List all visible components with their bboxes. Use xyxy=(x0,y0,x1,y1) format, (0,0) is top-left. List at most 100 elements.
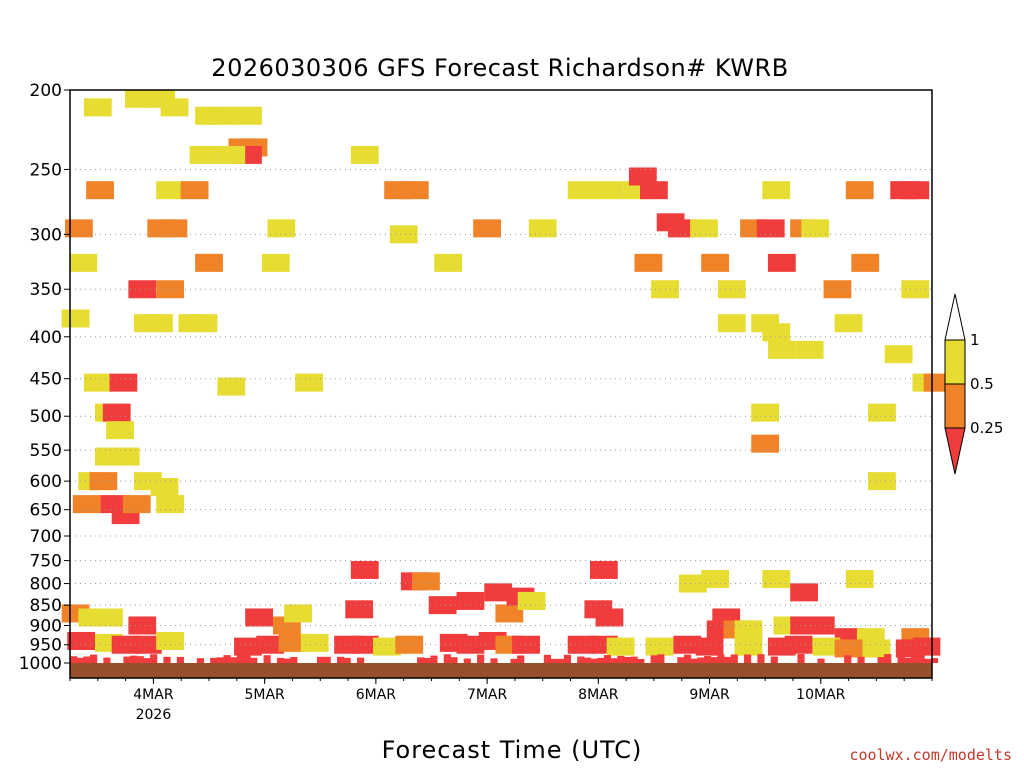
ri-cell xyxy=(234,637,262,656)
surface-cell xyxy=(844,655,852,663)
y-tick-label: 600 xyxy=(30,472,62,492)
y-tick-label: 450 xyxy=(30,370,62,390)
surface-cell xyxy=(343,657,351,663)
x-tick-label: 5MAR xyxy=(244,687,285,703)
ri-cell xyxy=(278,633,307,652)
ri-cell xyxy=(762,570,791,589)
y-tick-label: 700 xyxy=(30,527,62,547)
ri-cell xyxy=(83,373,112,392)
y-tick-label: 850 xyxy=(30,596,62,616)
colorbar-label-0.5: 0.5 xyxy=(970,375,994,393)
richardson-cells xyxy=(61,89,952,663)
colorbar-label-0.25: 0.25 xyxy=(970,419,1003,437)
surface-cell xyxy=(744,654,752,663)
ri-cell xyxy=(690,219,718,238)
surface-cell xyxy=(430,655,438,663)
surface-cell xyxy=(243,654,251,663)
plot-frame xyxy=(69,89,933,679)
ri-cell xyxy=(389,225,418,244)
surface-cell xyxy=(583,657,592,663)
surface-cell xyxy=(210,657,218,663)
ri-cell xyxy=(673,635,702,654)
surface-cell xyxy=(463,658,471,663)
x-tick-sublabel: 2026 xyxy=(136,707,172,723)
ri-cell xyxy=(109,373,138,392)
ri-cell xyxy=(284,604,312,623)
ri-cell xyxy=(595,181,624,200)
y-tick-label: 300 xyxy=(30,225,62,245)
surface-cell xyxy=(103,657,111,663)
ri-cell xyxy=(834,314,863,333)
surface-cell xyxy=(577,656,585,663)
surface-cell xyxy=(550,658,558,663)
ri-cell xyxy=(473,219,501,238)
surface-cell xyxy=(450,657,458,663)
ri-cell xyxy=(67,631,96,650)
surface-cell xyxy=(323,656,331,663)
surface-cell xyxy=(543,654,551,663)
surface-cell xyxy=(717,654,725,663)
surface-cell xyxy=(517,655,525,663)
ri-cell xyxy=(762,323,791,342)
surface-cell xyxy=(76,657,84,663)
plot-area xyxy=(61,89,952,679)
ri-cell xyxy=(868,403,896,422)
surface-cell xyxy=(290,656,298,663)
ri-cell xyxy=(645,637,674,656)
surface-cell xyxy=(610,658,618,663)
surface-cell xyxy=(83,656,91,663)
ri-cell xyxy=(83,98,112,117)
surface-cell xyxy=(557,658,565,663)
ri-cell xyxy=(734,620,763,639)
ri-cell xyxy=(300,633,329,652)
ri-cell xyxy=(790,583,818,602)
ri-cell xyxy=(701,253,730,272)
colorbar-bottom-triangle xyxy=(944,427,966,475)
x-tick-label: 8MAR xyxy=(578,687,619,703)
ri-cell xyxy=(350,145,379,164)
ri-cell xyxy=(111,447,140,466)
surface-cell xyxy=(236,654,245,663)
ri-cell xyxy=(717,280,746,299)
credit-text: coolwx.com/modelts xyxy=(849,746,1012,764)
ri-cell xyxy=(72,495,101,514)
surface-cell xyxy=(163,656,171,663)
surface-cell xyxy=(683,654,692,663)
surface-cell xyxy=(417,657,425,663)
surface-cell xyxy=(697,657,705,663)
surface-cell xyxy=(710,657,718,663)
surface-cell xyxy=(356,657,365,663)
ri-cell xyxy=(145,314,173,333)
surface-cell xyxy=(897,655,905,663)
surface-cell xyxy=(90,654,98,663)
ri-cell xyxy=(845,570,874,589)
ri-cell xyxy=(102,403,131,422)
ri-cell xyxy=(156,181,185,200)
ri-cell xyxy=(128,616,157,635)
ri-cell xyxy=(756,219,785,238)
ri-cell xyxy=(217,145,246,164)
x-axis: 4MAR 2026 5MAR 6MAR 7MAR 8MAR 9MAR 10MAR xyxy=(69,678,933,723)
x-axis-label: Forecast Time (UTC) xyxy=(382,736,643,764)
surface-cell xyxy=(250,657,258,663)
surface-cell xyxy=(857,656,865,663)
ri-cell xyxy=(350,560,379,579)
ri-cell xyxy=(717,314,746,333)
surface-cell xyxy=(563,654,572,663)
ri-cell xyxy=(122,495,151,514)
ri-cell xyxy=(634,253,663,272)
ri-cell xyxy=(428,596,457,615)
ri-cell xyxy=(150,478,179,497)
surface-cell xyxy=(757,654,765,663)
y-tick-label: 1000 xyxy=(19,654,62,674)
colorbar-orange xyxy=(944,383,966,429)
ri-cell xyxy=(400,181,429,200)
surface-cell xyxy=(617,655,625,663)
x-tick-label: 10MAR xyxy=(796,687,845,703)
surface-cell xyxy=(443,654,451,663)
ri-cell xyxy=(345,600,374,619)
ri-cell xyxy=(189,314,218,333)
surface-cell xyxy=(623,656,632,663)
surface-cell xyxy=(223,655,231,663)
x-tick-label: 9MAR xyxy=(689,687,730,703)
